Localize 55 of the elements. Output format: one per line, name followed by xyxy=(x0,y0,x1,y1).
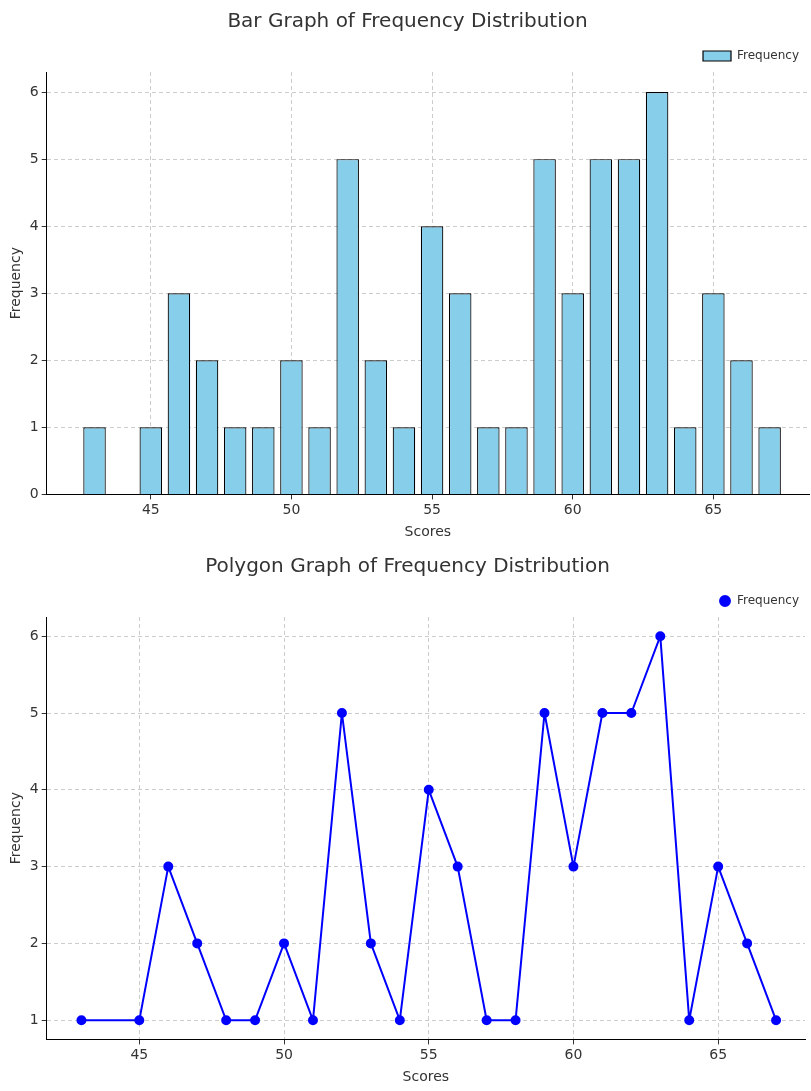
point xyxy=(684,1015,695,1026)
point xyxy=(771,1015,782,1026)
point xyxy=(134,1015,145,1026)
point xyxy=(394,1015,405,1026)
y-tick-label: 1 xyxy=(29,417,39,434)
x-tick-label: 60 xyxy=(564,1046,583,1063)
point xyxy=(655,631,666,642)
y-tick-label: 1 xyxy=(29,1010,39,1027)
y-tick-label: 5 xyxy=(29,149,39,166)
y-axis-title: Frequency xyxy=(7,247,24,320)
point xyxy=(742,938,753,949)
point xyxy=(423,784,434,795)
y-tick-label: 3 xyxy=(29,857,39,874)
y-tick-label: 2 xyxy=(29,934,39,951)
point xyxy=(568,861,579,872)
point xyxy=(307,1015,318,1026)
point xyxy=(221,1015,232,1026)
x-tick-label: 55 xyxy=(423,501,441,518)
y-tick-label: 0 xyxy=(29,485,39,502)
point xyxy=(76,1015,87,1026)
point xyxy=(626,708,637,718)
y-tick-label: 4 xyxy=(29,780,39,797)
point xyxy=(365,938,376,949)
y-tick-label: 3 xyxy=(29,283,39,300)
y-tick-label: 5 xyxy=(29,703,39,720)
chart-title: Polygon Graph of Frequency Distribution xyxy=(205,553,610,578)
y-tick-label: 6 xyxy=(29,82,39,99)
x-tick-label: 55 xyxy=(419,1046,438,1063)
x-tick-label: 45 xyxy=(141,501,160,518)
y-tick-label: 2 xyxy=(29,350,39,367)
x-tick-label: 60 xyxy=(563,501,582,518)
x-tick-label: 65 xyxy=(704,501,723,518)
chart-title: Bar Graph of Frequency Distribution xyxy=(227,8,588,33)
legend-label: Frequency xyxy=(737,48,800,63)
point xyxy=(336,708,347,718)
point xyxy=(597,708,608,718)
y-tick-label: 4 xyxy=(29,216,39,233)
x-axis-title: Scores xyxy=(404,523,452,540)
point xyxy=(250,1015,261,1026)
point xyxy=(539,708,550,718)
legend-label: Frequency xyxy=(737,593,800,608)
point xyxy=(713,861,724,872)
x-tick-label: 50 xyxy=(282,501,301,518)
x-tick-label: 45 xyxy=(130,1046,149,1063)
point xyxy=(279,938,290,949)
x-tick-label: 65 xyxy=(709,1046,728,1063)
point xyxy=(481,1015,492,1026)
y-axis-title: Frequency xyxy=(7,792,24,865)
point xyxy=(163,861,174,872)
x-tick-label: 50 xyxy=(275,1046,293,1063)
point xyxy=(510,1015,521,1026)
y-tick-label: 6 xyxy=(29,626,39,643)
point xyxy=(192,938,203,949)
point xyxy=(452,861,463,872)
x-axis-title: Scores xyxy=(402,1068,450,1085)
